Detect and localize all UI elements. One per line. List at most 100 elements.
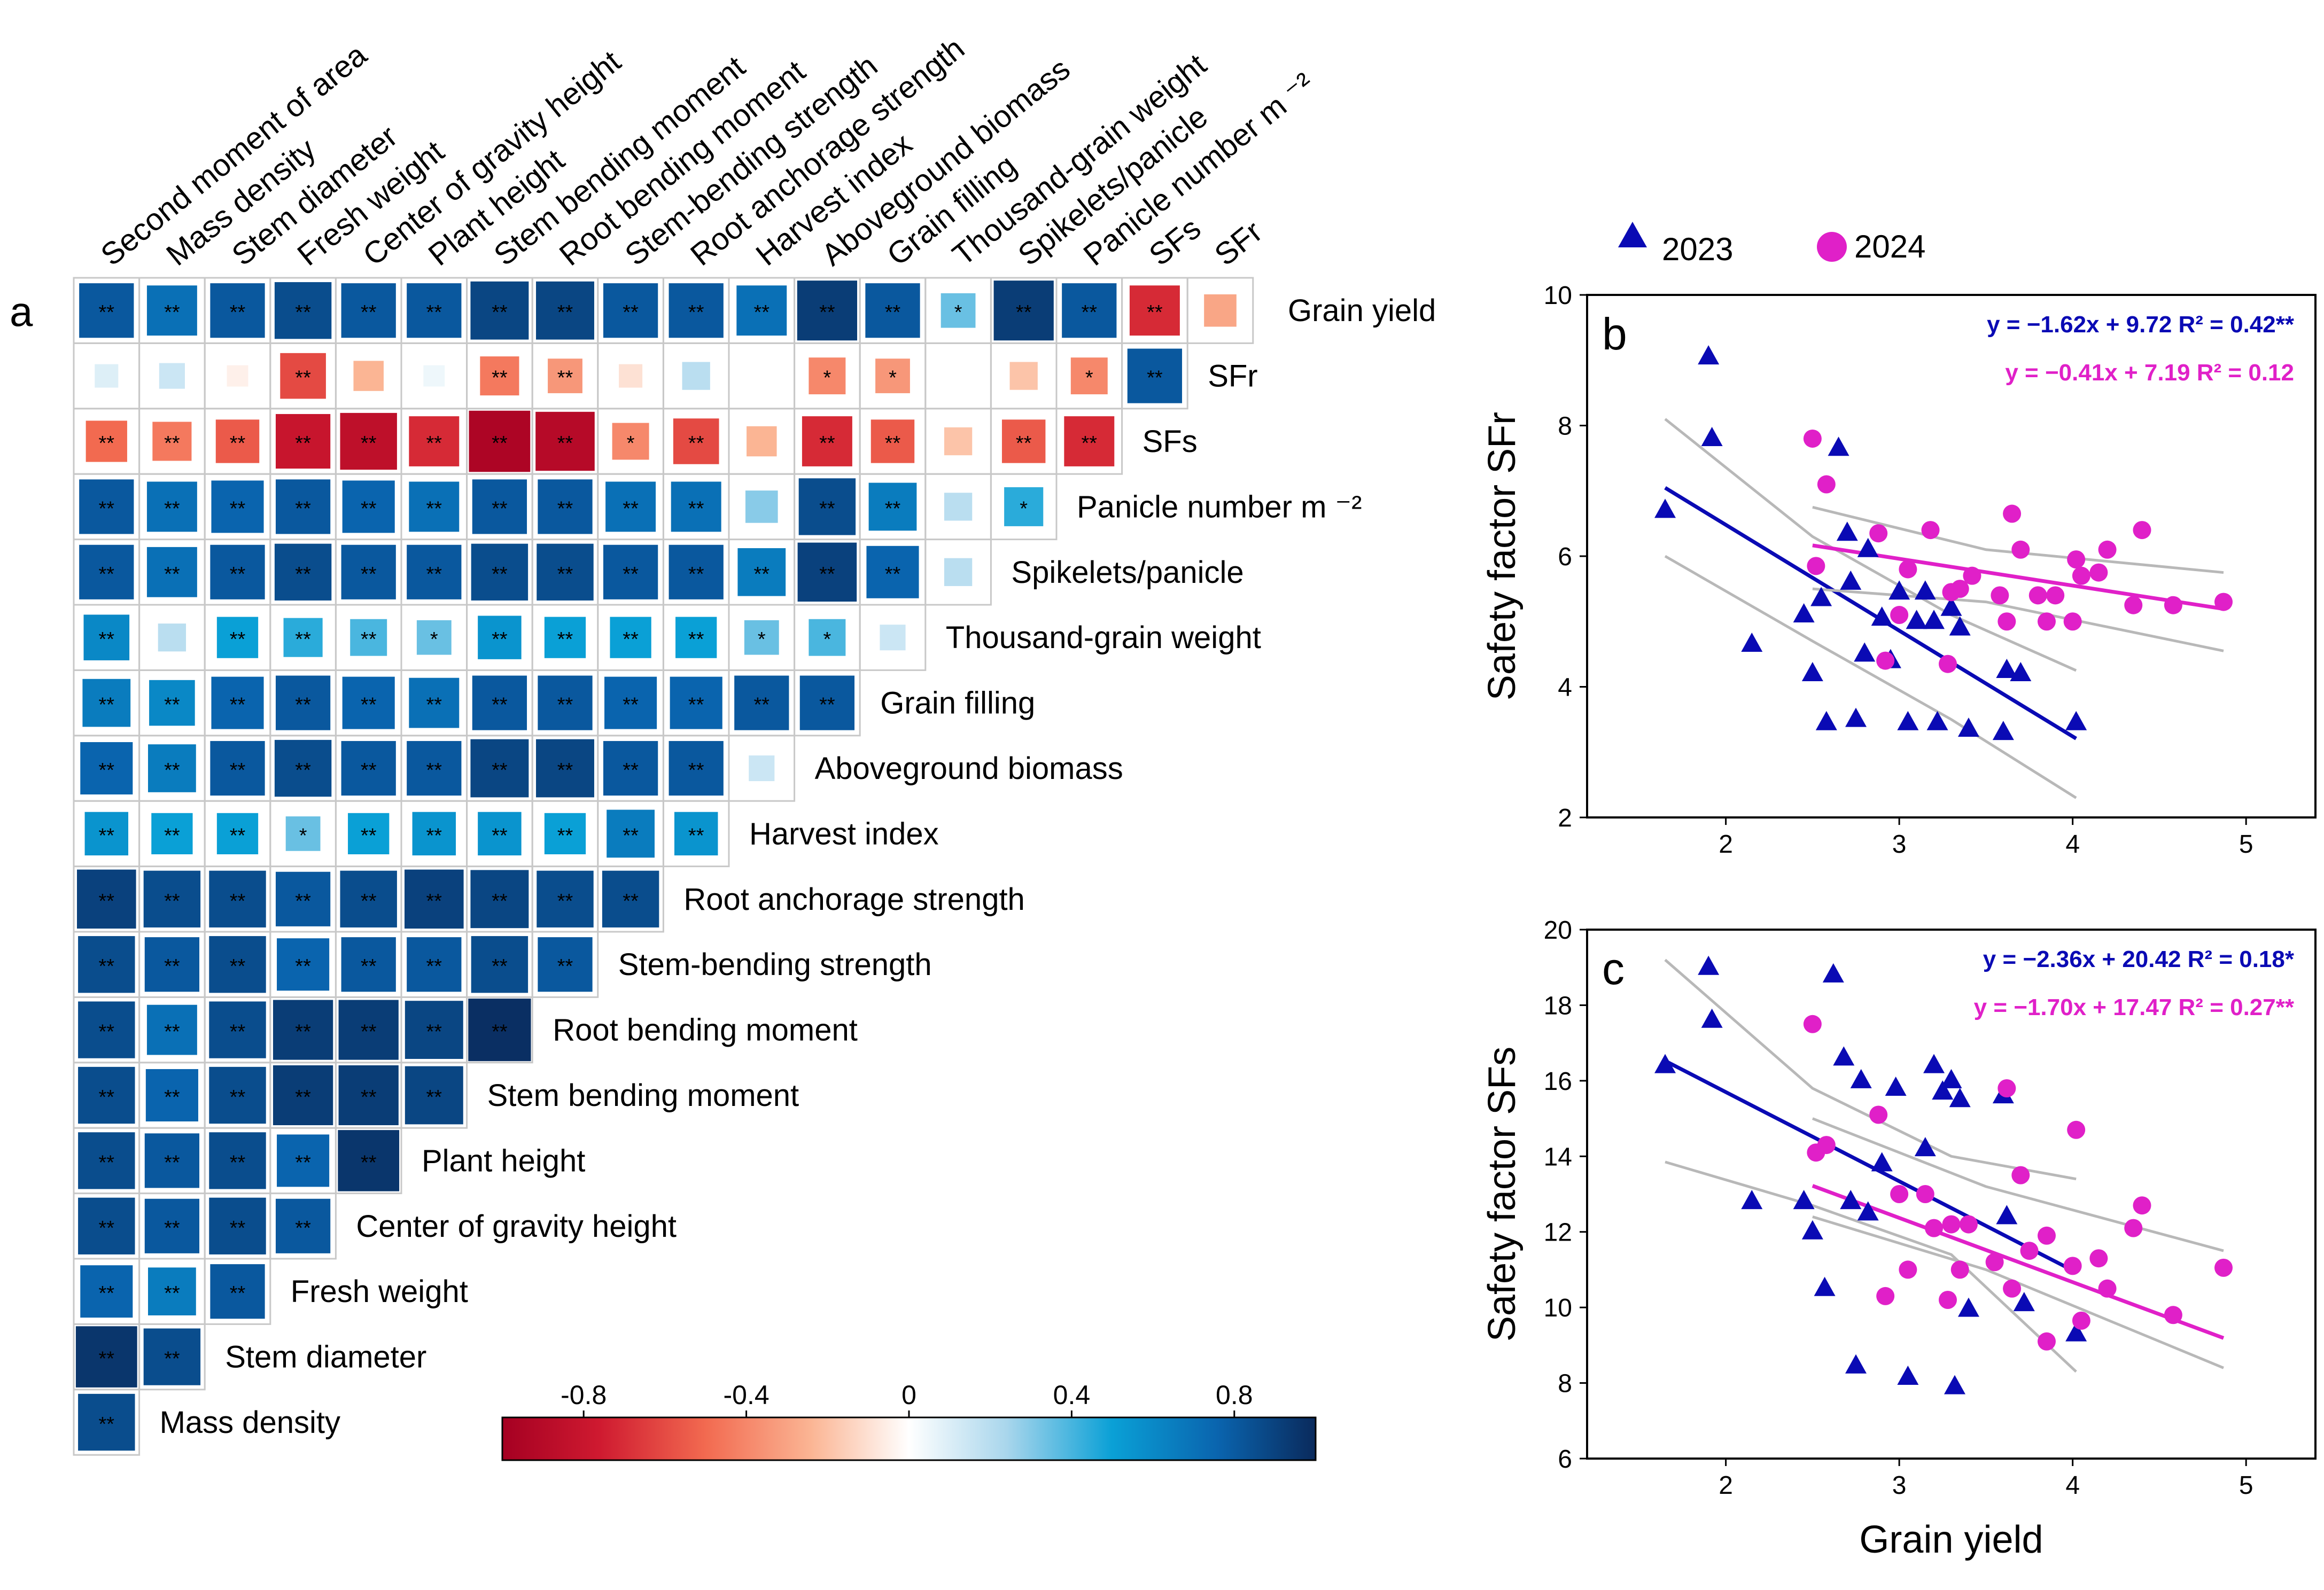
heatmap-cell [610, 617, 651, 658]
data-point-2024 [2124, 596, 2143, 614]
heatmap-cell [280, 353, 326, 399]
heatmap-cell [338, 1000, 399, 1060]
heatmap-cell-significance: ** [99, 1348, 115, 1370]
heatmap-cell [674, 812, 718, 856]
heatmap-cell-significance: ** [99, 694, 115, 716]
heatmap-cell-significance: ** [557, 694, 573, 716]
heatmap-cell-significance: ** [164, 694, 180, 716]
heatmap-cell-significance: ** [754, 694, 770, 716]
regression-equation: y = −1.70x + 17.47 R² = 0.27** [1974, 994, 2295, 1020]
data-point-2023 [1957, 1297, 1979, 1317]
heatmap-cell [412, 812, 456, 856]
heatmap-cell-significance: ** [492, 890, 508, 913]
heatmap-cell-significance: ** [164, 1348, 180, 1370]
heatmap-cell [215, 419, 260, 463]
heatmap-cell-frame [1186, 277, 1254, 344]
data-point-2024 [2003, 1279, 2022, 1298]
heatmap-cell [211, 480, 264, 533]
heatmap-cell-frame [269, 1192, 337, 1260]
heatmap-cell [405, 1066, 463, 1125]
data-point-2023 [1801, 1220, 1823, 1240]
heatmap-cell [866, 545, 919, 598]
heatmap-row-label: Center of gravity height [356, 1209, 677, 1244]
heatmap-cell-significance: * [627, 432, 635, 455]
heatmap-cell-frame [794, 669, 861, 737]
heatmap-cell [340, 870, 397, 928]
data-point-2023 [1793, 1190, 1815, 1210]
heatmap-cell [407, 937, 462, 992]
heatmap-cell-significance: ** [361, 890, 377, 913]
heatmap-cell-significance: ** [164, 1282, 180, 1305]
data-point-2023 [1840, 1190, 1862, 1210]
data-point-2024 [2214, 1258, 2233, 1277]
colorbar-tick-label: 0.4 [1053, 1380, 1091, 1410]
heatmap-cell-significance: ** [230, 1086, 246, 1109]
heatmap-cell [538, 479, 593, 534]
data-point-2024 [1899, 560, 1917, 579]
heatmap-cell [152, 422, 192, 461]
heatmap-cell-frame [990, 473, 1058, 541]
heatmap-cell-significance: ** [361, 694, 377, 716]
heatmap-cell-significance: ** [623, 824, 639, 847]
heatmap-cell-significance: ** [426, 497, 442, 520]
data-point-2024 [1890, 606, 1909, 625]
data-point-2024 [1939, 1291, 1957, 1309]
heatmap-cell [682, 362, 710, 390]
data-point-2023 [1845, 707, 1867, 727]
data-point-2024 [1890, 1185, 1909, 1203]
heatmap-cell-frame [859, 604, 927, 671]
data-point-2024 [2124, 1219, 2143, 1237]
heatmap-cell-significance: ** [623, 301, 639, 324]
heatmap-cell [747, 426, 777, 457]
heatmap-cell-significance: ** [295, 301, 311, 324]
heatmap-cell-significance: ** [361, 824, 377, 847]
heatmap-cell [409, 416, 460, 466]
heatmap-cell [478, 615, 522, 659]
heatmap-cell-significance: ** [1082, 301, 1098, 324]
heatmap-cell [78, 936, 135, 993]
heatmap-cell-significance: ** [426, 694, 442, 716]
heatmap-cell [338, 1065, 399, 1126]
heatmap-cell-significance: ** [164, 1086, 180, 1109]
heatmap-row-label: SFs [1142, 424, 1198, 459]
heatmap-cell [273, 1065, 333, 1126]
heatmap-cell-significance: ** [819, 301, 835, 324]
heatmap-cell-significance: ** [426, 301, 442, 324]
data-point-2024 [2214, 593, 2233, 611]
heatmap-cell-significance: ** [230, 432, 246, 455]
heatmap-cell-significance: ** [164, 1021, 180, 1043]
confidence-band [1812, 587, 2224, 652]
panel-label-a: a [10, 288, 33, 335]
heatmap-cell-significance: ** [295, 432, 311, 455]
confidence-band [1664, 418, 2077, 672]
data-point-2023 [1654, 1054, 1676, 1073]
heatmap-cell [798, 478, 856, 535]
heatmap-cell [470, 739, 529, 798]
heatmap-cell [407, 544, 462, 599]
heatmap-cell-significance: ** [492, 367, 508, 389]
heatmap-cell-significance: ** [492, 694, 508, 716]
heatmap-cell-significance: ** [361, 1151, 377, 1174]
data-point-2024 [2037, 1226, 2056, 1245]
data-point-2023 [2010, 662, 2032, 682]
heatmap-cell [423, 365, 445, 387]
heatmap-cell [210, 283, 265, 338]
heatmap-cell [341, 937, 396, 992]
heatmap-cell [275, 871, 331, 926]
colorbar-tick-label: 0.8 [1216, 1380, 1253, 1410]
heatmap-cell-significance: ** [99, 563, 115, 586]
data-point-2023 [1793, 603, 1815, 623]
heatmap-cell [84, 812, 129, 856]
heatmap-cell [1127, 348, 1183, 403]
data-point-2024 [2063, 612, 2082, 631]
data-point-2024 [1817, 1136, 1836, 1155]
data-point-2024 [2164, 1306, 2182, 1324]
heatmap-cell [78, 1001, 135, 1058]
heatmap-cell-significance: ** [557, 563, 573, 586]
heatmap-cell-significance: ** [426, 1086, 442, 1109]
data-point-2024 [2067, 1120, 2086, 1139]
heatmap-cell-significance: ** [557, 628, 573, 651]
data-point-2024 [1876, 1287, 1895, 1305]
heatmap-cell-significance: ** [492, 301, 508, 324]
